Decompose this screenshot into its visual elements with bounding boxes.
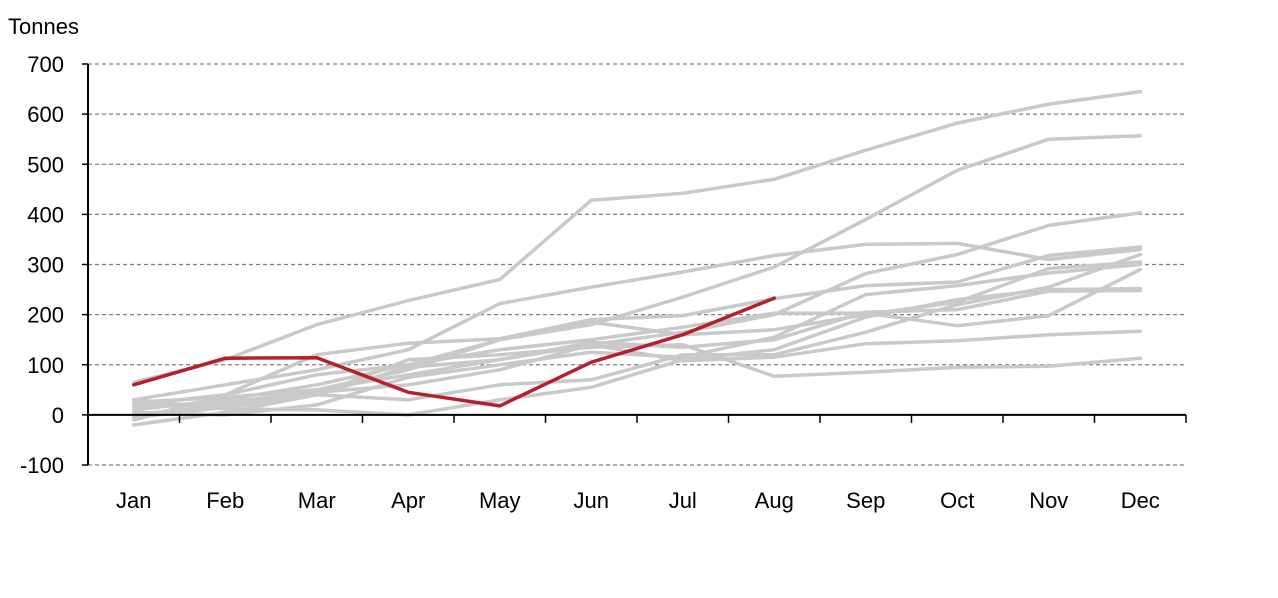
history-series-line bbox=[132, 241, 1143, 402]
y-tick-label: 500 bbox=[27, 152, 64, 177]
history-series-line bbox=[132, 252, 1143, 407]
y-tick-label: 700 bbox=[27, 52, 64, 77]
y-tick-label: 600 bbox=[27, 102, 64, 127]
history-series-line bbox=[132, 133, 1143, 407]
history-series-line bbox=[132, 329, 1143, 410]
y-axis-unit-label: Tonnes bbox=[8, 14, 79, 39]
x-tick-label: Feb bbox=[206, 488, 244, 513]
x-tick-label: Oct bbox=[940, 488, 974, 513]
history-series-line bbox=[132, 267, 1143, 412]
highlight-series-line bbox=[132, 296, 777, 408]
x-tick-label: May bbox=[479, 488, 521, 513]
x-tick-label: Jun bbox=[574, 488, 609, 513]
y-tick-label: 300 bbox=[27, 253, 64, 278]
history-series-line bbox=[132, 286, 1143, 417]
history-series-line bbox=[132, 89, 1143, 385]
x-tick-label: Jan bbox=[116, 488, 151, 513]
x-tick-labels: Jan Feb Mar Apr May Jun Jul Aug Sep Oct Nov Dec bbox=[116, 488, 1160, 513]
x-tick-label: Jul bbox=[669, 488, 697, 513]
x-tick-label: Aug bbox=[755, 488, 794, 513]
y-tick-label: -100 bbox=[20, 453, 64, 478]
x-tick-label: Mar bbox=[298, 488, 336, 513]
x-tick-label: Apr bbox=[391, 488, 425, 513]
grid-lines bbox=[88, 63, 1186, 466]
y-tick-label: 100 bbox=[27, 353, 64, 378]
history-series-line bbox=[132, 262, 1143, 417]
y-tick-label: 0 bbox=[52, 403, 64, 428]
x-tick-label: Dec bbox=[1121, 488, 1160, 513]
y-tick-label: 400 bbox=[27, 202, 64, 227]
history-series-line bbox=[132, 245, 1143, 422]
y-tick-label: 200 bbox=[27, 303, 64, 328]
axes bbox=[82, 63, 1187, 466]
x-tick-label: Sep bbox=[846, 488, 885, 513]
history-series-lines bbox=[132, 89, 1143, 427]
highlight-series-line-path bbox=[132, 296, 777, 408]
y-tick-labels: -100 0 100 200 300 400 500 600 700 bbox=[20, 52, 64, 478]
history-series-line bbox=[132, 211, 1143, 417]
x-tick-label: Nov bbox=[1029, 488, 1068, 513]
